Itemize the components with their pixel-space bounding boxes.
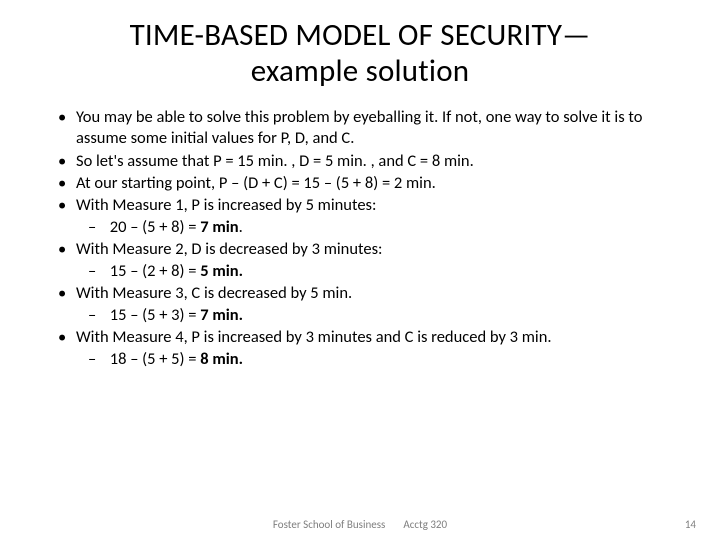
slide: TIME-BASED MODEL OF SECURITY— example so… bbox=[0, 0, 720, 371]
bullet-text: At our starting point, P – (D + C) = 15 … bbox=[76, 173, 436, 193]
bullet-item: With Measure 4, P is increased by 3 minu… bbox=[58, 327, 682, 370]
bullet-text: You may be able to solve this problem by… bbox=[76, 107, 642, 148]
sub-list: 15 – (2 + 8) = 5 min. bbox=[76, 261, 682, 282]
bullet-text: With Measure 4, P is increased by 3 minu… bbox=[76, 327, 552, 347]
sub-bold: 8 min. bbox=[200, 349, 243, 369]
bullet-text: With Measure 3, C is decreased by 5 min. bbox=[76, 283, 352, 303]
bullet-text: With Measure 2, D is decreased by 3 minu… bbox=[76, 239, 382, 259]
sub-item: 15 – (5 + 3) = 7 min. bbox=[76, 305, 682, 326]
sub-bold: 7 min bbox=[200, 217, 238, 237]
sub-bold: 7 min. bbox=[200, 305, 243, 325]
page-number: 14 bbox=[685, 518, 696, 531]
bullet-item: With Measure 2, D is decreased by 3 minu… bbox=[58, 239, 682, 282]
bullet-text: So let's assume that P = 15 min. , D = 5… bbox=[76, 151, 474, 171]
title-line-1: TIME-BASED MODEL OF SECURITY— bbox=[130, 16, 591, 54]
slide-title: TIME-BASED MODEL OF SECURITY— example so… bbox=[38, 18, 682, 89]
sub-text: 15 – (2 + 8) = bbox=[110, 261, 201, 281]
footer-school: Foster School of Business bbox=[273, 518, 385, 531]
bullet-item: With Measure 3, C is decreased by 5 min.… bbox=[58, 283, 682, 326]
bullet-item: With Measure 1, P is increased by 5 minu… bbox=[58, 195, 682, 238]
bullet-text: With Measure 1, P is increased by 5 minu… bbox=[76, 195, 376, 215]
content-area: You may be able to solve this problem by… bbox=[38, 107, 682, 370]
sub-text: 20 – (5 + 8) = bbox=[110, 217, 201, 237]
bullet-item: You may be able to solve this problem by… bbox=[58, 107, 682, 149]
title-line-2: example solution bbox=[251, 52, 469, 90]
sub-item: 15 – (2 + 8) = 5 min. bbox=[76, 261, 682, 282]
sub-list: 15 – (5 + 3) = 7 min. bbox=[76, 305, 682, 326]
sub-list: 18 – (5 + 5) = 8 min. bbox=[76, 349, 682, 370]
sub-list: 20 – (5 + 8) = 7 min. bbox=[76, 217, 682, 238]
sub-item: 18 – (5 + 5) = 8 min. bbox=[76, 349, 682, 370]
footer-center: Foster School of Business Acctg 320 bbox=[273, 518, 447, 531]
bullet-list: You may be able to solve this problem by… bbox=[58, 107, 682, 370]
bullet-item: So let's assume that P = 15 min. , D = 5… bbox=[58, 151, 682, 172]
footer-course: Acctg 320 bbox=[403, 518, 447, 531]
sub-text: 18 – (5 + 5) = bbox=[110, 349, 201, 369]
sub-text: . bbox=[239, 217, 243, 237]
bullet-item: At our starting point, P – (D + C) = 15 … bbox=[58, 173, 682, 194]
sub-item: 20 – (5 + 8) = 7 min. bbox=[76, 217, 682, 238]
sub-text: 15 – (5 + 3) = bbox=[110, 305, 201, 325]
sub-bold: 5 min. bbox=[200, 261, 243, 281]
